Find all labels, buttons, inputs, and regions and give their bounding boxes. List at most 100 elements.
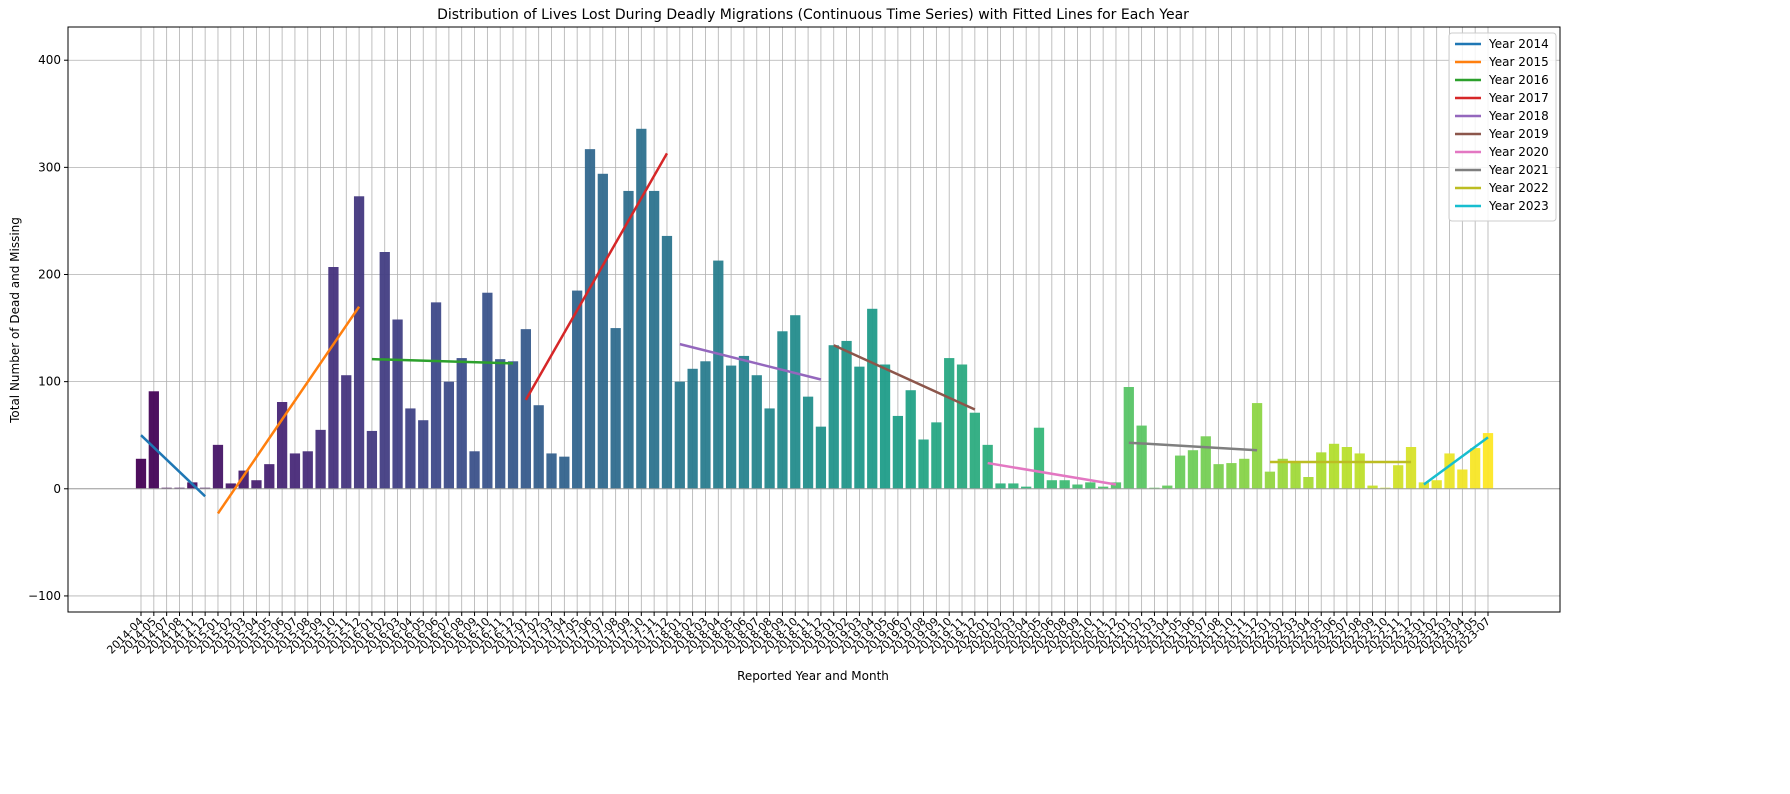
bar bbox=[636, 128, 647, 489]
bar bbox=[264, 464, 275, 489]
y-tick-label: 300 bbox=[38, 160, 61, 174]
bar bbox=[392, 319, 403, 489]
bar bbox=[1098, 486, 1109, 489]
bar bbox=[905, 390, 916, 489]
bar bbox=[1277, 458, 1288, 489]
bar bbox=[1136, 425, 1147, 489]
bar bbox=[161, 487, 172, 489]
y-tick-label: 400 bbox=[38, 53, 61, 67]
bar bbox=[546, 453, 557, 489]
bar bbox=[1251, 403, 1263, 489]
bar bbox=[1418, 482, 1429, 489]
bar bbox=[418, 420, 429, 489]
bar bbox=[751, 375, 762, 489]
bar bbox=[148, 391, 159, 489]
bar bbox=[661, 235, 673, 489]
y-tick-label: −100 bbox=[28, 589, 61, 603]
bar bbox=[405, 408, 416, 489]
y-axis-label: Total Number of Dead and Missing bbox=[8, 217, 22, 424]
bar bbox=[610, 328, 621, 489]
legend-label: Year 2019 bbox=[1488, 127, 1549, 141]
bar bbox=[353, 196, 365, 489]
bar bbox=[559, 456, 570, 489]
bar bbox=[533, 405, 544, 489]
bar bbox=[1328, 443, 1340, 489]
bar bbox=[495, 359, 506, 489]
bar bbox=[328, 267, 339, 489]
bar bbox=[1033, 427, 1045, 489]
bar bbox=[1303, 477, 1314, 489]
bar bbox=[225, 483, 236, 489]
bar bbox=[482, 292, 493, 489]
bar bbox=[379, 252, 390, 489]
bar bbox=[1264, 471, 1276, 489]
legend-label: Year 2016 bbox=[1488, 73, 1549, 87]
legend-label: Year 2020 bbox=[1488, 145, 1549, 159]
bar bbox=[623, 190, 634, 489]
bar bbox=[341, 375, 352, 489]
bar bbox=[777, 331, 788, 489]
bar bbox=[276, 402, 288, 489]
bar bbox=[238, 470, 249, 489]
bar bbox=[302, 451, 313, 489]
bar bbox=[1367, 485, 1378, 489]
bar bbox=[674, 381, 685, 489]
bar bbox=[289, 453, 301, 489]
bar bbox=[1059, 480, 1070, 489]
bar bbox=[931, 422, 942, 489]
bar bbox=[174, 487, 185, 489]
bar bbox=[1393, 465, 1404, 489]
bar bbox=[1174, 455, 1186, 489]
chart-title: Distribution of Lives Lost During Deadly… bbox=[437, 7, 1189, 23]
bar bbox=[841, 340, 852, 489]
bar bbox=[1457, 469, 1468, 489]
bar bbox=[1123, 387, 1134, 489]
bar bbox=[1021, 486, 1032, 489]
bar bbox=[1380, 487, 1391, 489]
fit-line bbox=[1423, 436, 1489, 486]
bar bbox=[1110, 482, 1122, 489]
bar bbox=[918, 439, 929, 489]
bar bbox=[597, 173, 608, 489]
fit-line bbox=[524, 152, 669, 401]
bar bbox=[802, 396, 814, 489]
bar bbox=[879, 364, 891, 489]
bar bbox=[790, 315, 801, 489]
bar bbox=[315, 429, 326, 489]
bar bbox=[649, 190, 660, 489]
fit-line bbox=[1128, 441, 1258, 452]
bar bbox=[867, 308, 878, 489]
bar bbox=[828, 345, 839, 489]
bar bbox=[443, 381, 455, 489]
bar bbox=[854, 366, 865, 489]
x-axis-label: Reported Year and Month bbox=[737, 669, 889, 683]
bar bbox=[956, 364, 968, 489]
bar bbox=[815, 426, 827, 489]
bar bbox=[1046, 480, 1057, 489]
bar bbox=[1431, 480, 1442, 489]
bar bbox=[1482, 433, 1494, 489]
bar bbox=[572, 290, 583, 489]
bar bbox=[1341, 447, 1353, 489]
bar bbox=[456, 358, 467, 489]
bar bbox=[1354, 453, 1365, 489]
bar bbox=[1290, 462, 1301, 489]
bar bbox=[725, 365, 737, 489]
legend-label: Year 2022 bbox=[1488, 181, 1549, 195]
bar bbox=[1213, 464, 1224, 489]
bar bbox=[1316, 452, 1327, 489]
bar bbox=[982, 444, 993, 489]
fit-line bbox=[679, 342, 822, 381]
fit-line bbox=[987, 461, 1117, 486]
bar bbox=[1405, 447, 1417, 489]
legend-label: Year 2015 bbox=[1488, 55, 1549, 69]
y-tick-label: 200 bbox=[38, 268, 61, 282]
fit-line bbox=[216, 305, 361, 515]
bar bbox=[469, 451, 480, 489]
bar bbox=[584, 149, 596, 489]
bar bbox=[1008, 483, 1019, 489]
fit-line bbox=[140, 434, 207, 498]
legend-label: Year 2014 bbox=[1488, 37, 1549, 51]
bar bbox=[700, 361, 711, 489]
